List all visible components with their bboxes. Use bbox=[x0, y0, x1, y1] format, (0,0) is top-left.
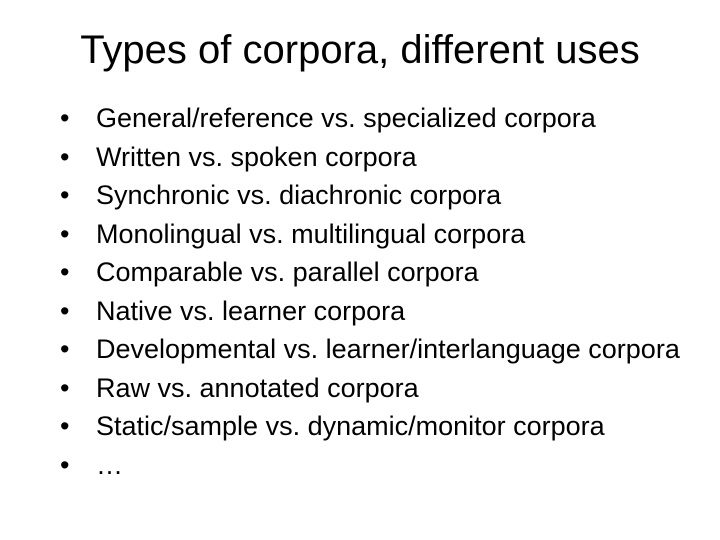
list-item: • Raw vs. annotated corpora bbox=[60, 371, 690, 406]
bullet-icon: • bbox=[60, 371, 69, 406]
list-item: • Written vs. spoken corpora bbox=[60, 140, 690, 175]
list-item: • Developmental vs. learner/interlanguage… bbox=[60, 332, 690, 367]
list-item-text: Synchronic vs. diachronic corpora bbox=[96, 180, 501, 210]
list-item-text: Comparable vs. parallel corpora bbox=[96, 257, 479, 287]
list-item-text: General/reference vs. specialized corpor… bbox=[96, 103, 596, 133]
list-item: • Static/sample vs. dynamic/monitor corpo… bbox=[60, 409, 690, 444]
slide-title: Types of corpora, different uses bbox=[30, 28, 690, 73]
bullet-icon: • bbox=[60, 178, 69, 213]
list-item: • General/reference vs. specialized corpo… bbox=[60, 101, 690, 136]
list-item-text: Native vs. learner corpora bbox=[96, 296, 405, 326]
bullet-icon: • bbox=[60, 101, 69, 136]
slide: Types of corpora, different uses • Genera… bbox=[0, 0, 720, 540]
list-item-text: Written vs. spoken corpora bbox=[96, 142, 417, 172]
list-item: • Monolingual vs. multilingual corpora bbox=[60, 217, 690, 252]
list-item-text: Static/sample vs. dynamic/monitor corpor… bbox=[96, 411, 605, 441]
bullet-icon: • bbox=[60, 140, 69, 175]
list-item-text: Raw vs. annotated corpora bbox=[96, 373, 419, 403]
bullet-list: • General/reference vs. specialized corpo… bbox=[30, 101, 690, 482]
bullet-icon: • bbox=[60, 409, 69, 444]
list-item: •… bbox=[60, 448, 690, 483]
bullet-icon: • bbox=[60, 255, 69, 290]
list-item-text: Developmental vs. learner/interlanguage … bbox=[96, 334, 680, 364]
list-item: • Synchronic vs. diachronic corpora bbox=[60, 178, 690, 213]
bullet-icon: • bbox=[60, 294, 69, 329]
list-item: • Native vs. learner corpora bbox=[60, 294, 690, 329]
list-item-text: … bbox=[96, 450, 123, 480]
list-item-text: Monolingual vs. multilingual corpora bbox=[96, 219, 525, 249]
list-item: • Comparable vs. parallel corpora bbox=[60, 255, 690, 290]
bullet-icon: • bbox=[60, 448, 69, 483]
bullet-icon: • bbox=[60, 332, 69, 367]
bullet-icon: • bbox=[60, 217, 69, 252]
